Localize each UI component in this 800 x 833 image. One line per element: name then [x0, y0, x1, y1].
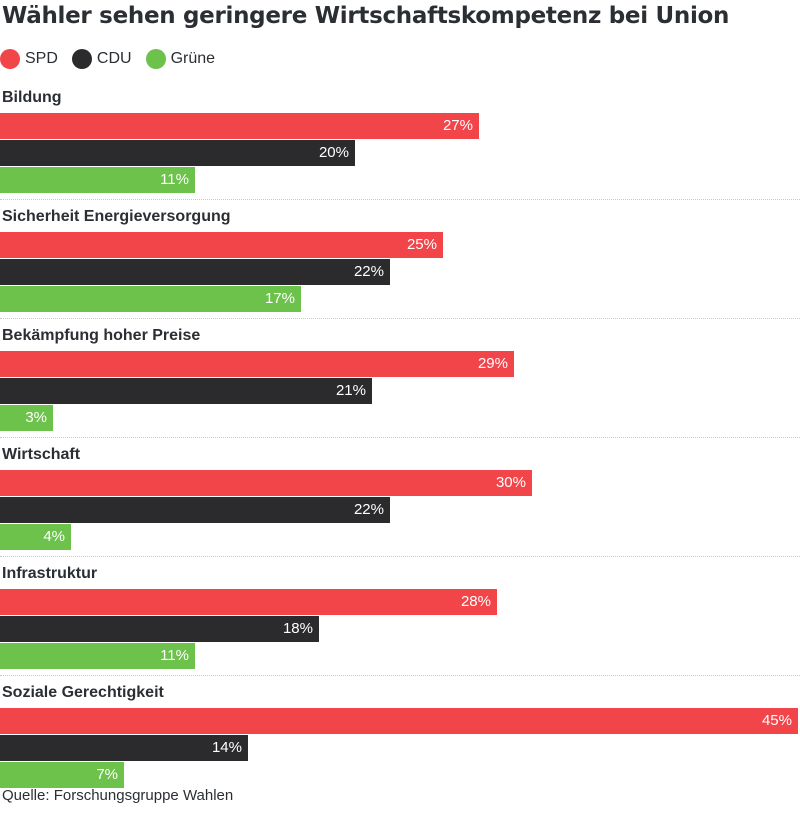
legend-swatch	[0, 49, 20, 69]
bar-value-label: 21%	[335, 382, 366, 399]
legend-swatch	[145, 49, 166, 69]
category-group: Infrastruktur 28% 18% 11%	[0, 565, 800, 684]
category-group: Bildung 27% 20% 11%	[0, 89, 800, 208]
legend-item-gr-ne: Grüne	[145, 49, 216, 69]
bar-gr-ne: 4%	[0, 524, 71, 550]
bar-value-label: 29%	[477, 355, 508, 372]
bar-value-label: 27%	[442, 117, 473, 134]
category-label: Sicherheit Energieversorgung	[2, 208, 231, 225]
bar-cdu: 20%	[0, 140, 355, 166]
bar-value-label: 18%	[282, 620, 313, 637]
group-divider	[0, 437, 800, 438]
category-group: Sicherheit Energieversorgung 25% 22% 17%	[0, 208, 800, 327]
bar-value-label: 25%	[406, 236, 437, 253]
bar-gr-ne: 3%	[0, 405, 53, 431]
category-label: Wirtschaft	[2, 446, 81, 463]
bar-spd: 25%	[0, 232, 443, 258]
bar-value-label: 20%	[318, 144, 349, 161]
group-divider	[0, 199, 800, 200]
bar-cdu: 18%	[0, 616, 319, 642]
legend-label: CDU	[96, 50, 132, 67]
legend-swatch	[71, 49, 92, 69]
group-divider	[0, 318, 800, 319]
bar-gr-ne: 17%	[0, 286, 301, 312]
bar-cdu: 22%	[0, 259, 390, 285]
category-label: Bildung	[2, 89, 62, 106]
bar-value-label: 4%	[43, 528, 65, 545]
bar-value-label: 17%	[264, 290, 295, 307]
bar-value-label: 3%	[25, 409, 47, 426]
legend-item-cdu: CDU	[71, 49, 132, 69]
bar-value-label: 28%	[460, 593, 491, 610]
legend-item-spd: SPD	[0, 49, 58, 69]
bar-spd: 30%	[0, 470, 532, 496]
bar-spd: 29%	[0, 351, 514, 377]
bar-value-label: 11%	[160, 171, 189, 188]
bar-value-label: 7%	[96, 766, 118, 783]
bar-gr-ne: 11%	[0, 167, 195, 193]
category-group: Soziale Gerechtigkeit 45% 14% 7%	[0, 684, 800, 803]
legend-label: Grüne	[170, 50, 216, 67]
bar-value-label: 11%	[160, 647, 189, 664]
bar-gr-ne: 7%	[0, 762, 124, 788]
bar-spd: 27%	[0, 113, 479, 139]
bar-value-label: 14%	[211, 739, 242, 756]
bar-value-label: 45%	[761, 712, 792, 729]
bar-cdu: 21%	[0, 378, 372, 404]
legend-label: SPD	[25, 50, 58, 67]
bar-value-label: 22%	[353, 263, 384, 280]
bar-gr-ne: 11%	[0, 643, 195, 669]
group-divider	[0, 556, 800, 557]
bar-spd: 45%	[0, 708, 798, 734]
bar-cdu: 14%	[0, 735, 248, 761]
legend: SPD CDU Grüne	[0, 49, 229, 69]
category-label: Bekämpfung hoher Preise	[2, 327, 201, 344]
bar-value-label: 30%	[495, 474, 526, 491]
bar-spd: 28%	[0, 589, 497, 615]
category-group: Wirtschaft 30% 22% 4%	[0, 446, 800, 565]
category-group: Bekämpfung hoher Preise 29% 21% 3%	[0, 327, 800, 446]
bar-value-label: 22%	[353, 501, 384, 518]
category-label: Infrastruktur	[2, 565, 98, 582]
group-divider	[0, 675, 800, 676]
category-label: Soziale Gerechtigkeit	[2, 684, 164, 701]
bar-cdu: 22%	[0, 497, 390, 523]
chart-title: Wähler sehen geringere Wirtschaftskompet…	[2, 3, 730, 29]
source-note: Quelle: Forschungsgruppe Wahlen	[2, 787, 234, 804]
